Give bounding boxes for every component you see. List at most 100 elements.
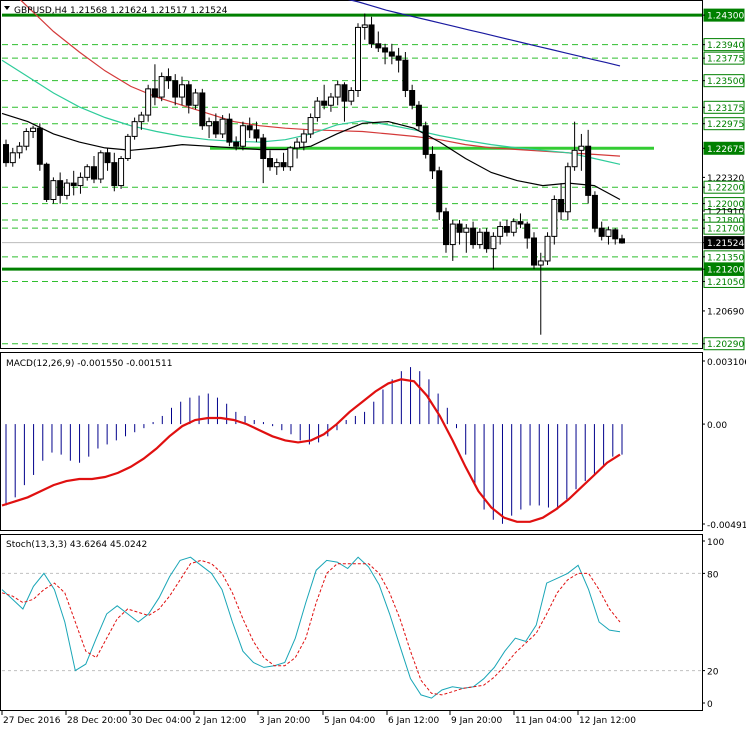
candle-body-59 (402, 59, 409, 92)
candle-body-33 (226, 118, 233, 143)
candle-body-17 (118, 158, 125, 187)
candle-body-4 (30, 127, 37, 132)
price-axis-label-1: 1.23940 (707, 41, 744, 51)
stoch-main-line (1, 556, 621, 699)
candle-body-31 (212, 121, 219, 135)
candlesticks (3, 13, 625, 335)
candle-body-55 (375, 43, 382, 49)
macd-axis-label-top: 0.003106 (707, 358, 746, 368)
candle-body-67 (456, 223, 463, 233)
macd-axis-label-bottom: -0.004912 (707, 521, 746, 531)
candle-body-41 (280, 162, 287, 168)
price-axis-label-17: 1.20690 (707, 307, 744, 317)
candle-body-50 (341, 84, 348, 102)
candle-body-3 (23, 130, 30, 147)
candle-body-7 (50, 180, 57, 200)
candle-body-63 (429, 153, 436, 172)
candle-body-77 (524, 223, 531, 239)
candle-body-57 (388, 51, 395, 57)
price-axis-label-16: 1.21050 (707, 278, 744, 288)
stoch-lines (1, 556, 621, 699)
candle-body-80 (544, 235, 551, 262)
candle-body-66 (449, 223, 456, 246)
candle-body-75 (510, 221, 517, 233)
time-axis-label-8: 11 Jan 04:00 (515, 716, 572, 726)
candle-body-20 (138, 114, 145, 123)
price-axis-label-8: 1.22200 (707, 184, 744, 194)
candle-body-88 (598, 227, 605, 237)
candle-body-14 (97, 152, 104, 180)
price-axis-label-13: 1.21524 (707, 239, 744, 249)
price-axis-label-15: 1.21200 (707, 266, 744, 276)
candle-body-24 (165, 76, 172, 82)
candle-body-18 (124, 135, 131, 160)
candle-body-36 (246, 125, 253, 131)
candle-body-11 (77, 176, 84, 187)
candle-body-71 (483, 231, 490, 250)
candle-body-32 (219, 118, 226, 135)
candle-body-43 (294, 141, 301, 149)
candle-body-49 (334, 84, 341, 98)
candle-body-9 (63, 182, 70, 196)
macd-axis-label-zero: 0.00 (707, 421, 727, 431)
candle-body-64 (436, 170, 443, 213)
candle-body-39 (267, 158, 273, 168)
time-axis-label-0: 27 Dec 2016 (3, 716, 61, 726)
time-axis-label-3: 2 Jan 12:00 (195, 716, 247, 726)
candle-body-51 (348, 90, 355, 102)
candle-body-60 (409, 90, 416, 106)
candle-body-69 (470, 227, 477, 246)
price-axis-label-7: 1.22320 (707, 174, 744, 184)
candle-body-26 (179, 84, 185, 98)
stoch-title: Stoch(13,3,3) 43.6264 45.0242 (6, 540, 147, 550)
candle-body-13 (91, 166, 97, 180)
candle-body-30 (206, 121, 213, 127)
price-grid (2, 44, 702, 345)
candle-body-82 (558, 198, 565, 213)
candle-body-19 (131, 121, 138, 137)
candle-body-84 (571, 149, 578, 168)
stoch-axis-label-t20: 20 (707, 668, 719, 678)
candle-body-23 (158, 76, 165, 98)
candle-body-5 (36, 127, 43, 165)
price-axis-label-3: 1.23500 (707, 77, 744, 87)
moving-average-0 (347, 0, 621, 67)
candle-body-46 (314, 100, 321, 119)
candle-body-12 (84, 166, 91, 178)
candle-body-38 (260, 137, 267, 160)
candle-body-0 (3, 144, 9, 164)
candle-body-72 (490, 235, 497, 250)
candle-body-70 (476, 231, 483, 246)
candle-body-79 (537, 260, 544, 266)
price-axis-label-9: 1.22000 (707, 200, 744, 210)
candle-body-8 (57, 180, 64, 196)
time-axis-label-6: 6 Jan 12:00 (388, 716, 440, 726)
macd-signal-line (1, 378, 621, 523)
macd-panel-frame (0, 352, 703, 531)
time-axis-label-7: 9 Jan 20:00 (451, 716, 503, 726)
candle-body-45 (307, 117, 314, 135)
moving-average-3 (1, 112, 621, 201)
candle-body-10 (70, 182, 77, 187)
price-axis-label-18: 1.20290 (707, 340, 744, 350)
macd-signal-line (1, 378, 621, 523)
candle-body-52 (355, 26, 361, 92)
time-axis-label-2: 30 Dec 04:00 (131, 716, 192, 726)
candle-body-81 (551, 198, 558, 237)
candle-body-53 (361, 24, 368, 28)
price-axis-label-11: 1.21800 (707, 216, 744, 226)
candle-body-37 (253, 129, 260, 139)
time-axis: 27 Dec 2016 28 Dec 20:00 30 Dec 04:00 2 Jan… (1, 711, 636, 726)
macd-title: MACD(12,26,9) -0.001550 -0.001511 (6, 359, 172, 369)
candle-body-85 (578, 145, 585, 151)
price-axis-label-4: 1.23175 (707, 104, 744, 114)
candle-body-42 (287, 147, 294, 168)
candle-body-54 (368, 24, 375, 45)
symbol-arrow-icon (4, 6, 10, 10)
candle-body-27 (185, 84, 192, 106)
candle-body-48 (327, 96, 334, 106)
candle-body-15 (104, 152, 111, 164)
candle-body-68 (463, 227, 470, 233)
price-axis-label-2: 1.23775 (707, 55, 744, 65)
